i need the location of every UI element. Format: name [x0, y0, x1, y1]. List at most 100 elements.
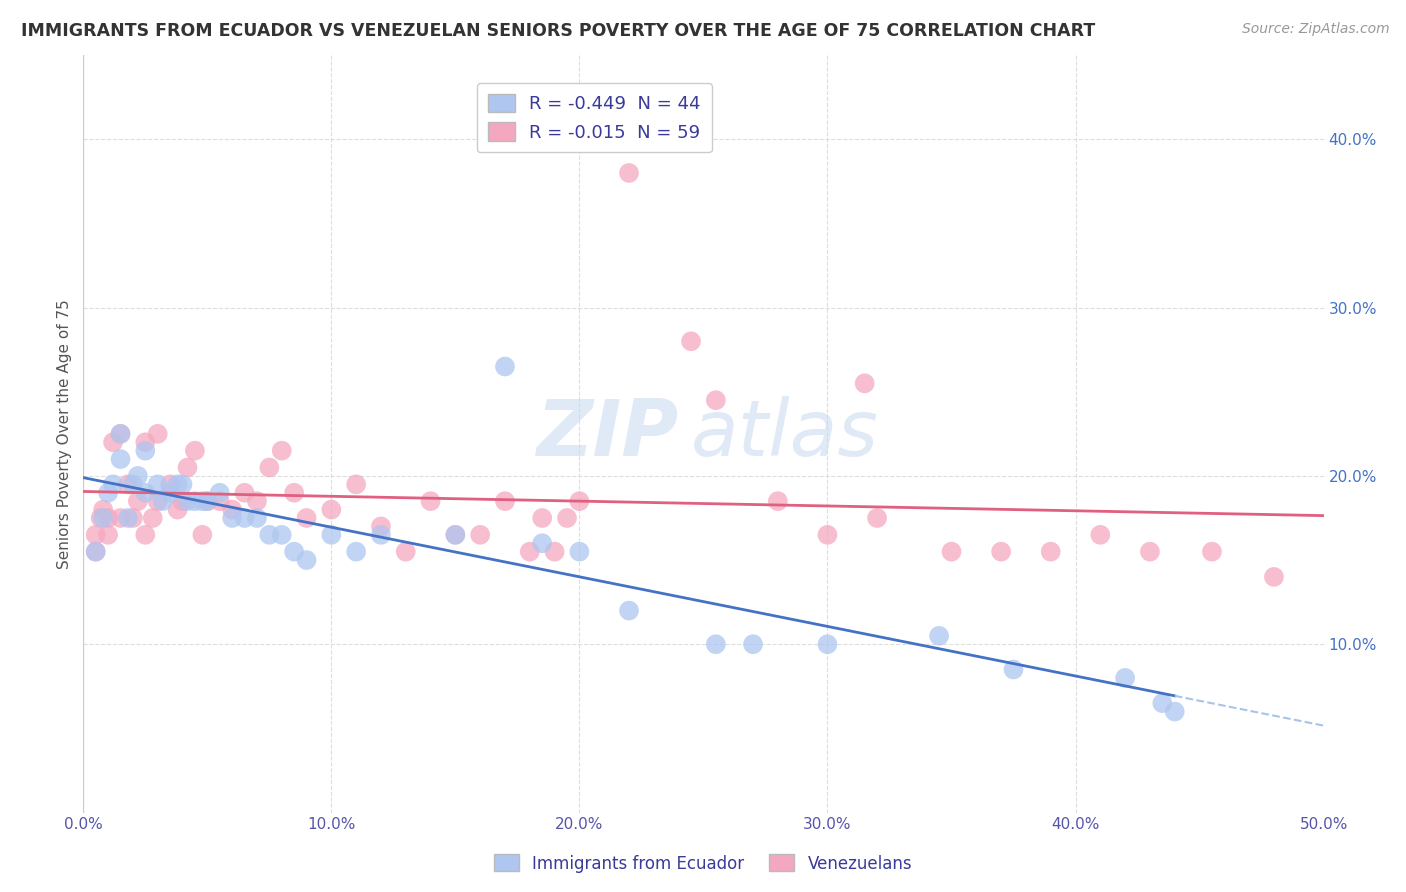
Point	[184, 443, 207, 458]
Point	[617, 603, 640, 617]
Point	[127, 469, 149, 483]
Point	[195, 494, 218, 508]
Point	[1002, 663, 1025, 677]
Point	[519, 544, 541, 558]
Point	[97, 511, 120, 525]
Point	[344, 477, 367, 491]
Point	[866, 511, 889, 525]
Point	[1039, 544, 1062, 558]
Point	[84, 528, 107, 542]
Point	[321, 528, 343, 542]
Point	[444, 528, 467, 542]
Point	[817, 528, 839, 542]
Point	[110, 511, 132, 525]
Point	[283, 544, 305, 558]
Point	[990, 544, 1012, 558]
Point	[191, 494, 214, 508]
Text: IMMIGRANTS FROM ECUADOR VS VENEZUELAN SENIORS POVERTY OVER THE AGE OF 75 CORRELA: IMMIGRANTS FROM ECUADOR VS VENEZUELAN SE…	[21, 22, 1095, 40]
Point	[568, 494, 591, 508]
Text: Source: ZipAtlas.com: Source: ZipAtlas.com	[1241, 22, 1389, 37]
Point	[91, 502, 114, 516]
Point	[246, 494, 269, 508]
Point	[172, 477, 194, 491]
Y-axis label: Seniors Poverty Over the Age of 75: Seniors Poverty Over the Age of 75	[58, 299, 72, 569]
Point	[134, 528, 156, 542]
Point	[134, 443, 156, 458]
Point	[221, 502, 243, 516]
Point	[110, 452, 132, 467]
Point	[127, 494, 149, 508]
Point	[766, 494, 789, 508]
Point	[295, 511, 318, 525]
Point	[531, 511, 554, 525]
Point	[1090, 528, 1112, 542]
Point	[233, 485, 256, 500]
Point	[270, 528, 292, 542]
Point	[494, 359, 516, 374]
Point	[742, 637, 765, 651]
Point	[90, 511, 112, 525]
Point	[166, 477, 188, 491]
Point	[208, 485, 231, 500]
Point	[259, 528, 281, 542]
Point	[184, 494, 207, 508]
Legend: Immigrants from Ecuador, Venezuelans: Immigrants from Ecuador, Venezuelans	[486, 847, 920, 880]
Point	[117, 477, 139, 491]
Point	[142, 511, 165, 525]
Point	[110, 426, 132, 441]
Text: atlas: atlas	[690, 396, 879, 472]
Point	[344, 544, 367, 558]
Point	[97, 528, 120, 542]
Point	[853, 376, 876, 391]
Point	[1201, 544, 1223, 558]
Point	[221, 511, 243, 525]
Point	[146, 426, 169, 441]
Point	[159, 477, 181, 491]
Point	[494, 494, 516, 508]
Point	[101, 477, 124, 491]
Point	[134, 485, 156, 500]
Point	[704, 393, 727, 408]
Point	[283, 485, 305, 500]
Point	[166, 502, 188, 516]
Point	[395, 544, 418, 558]
Point	[259, 460, 281, 475]
Point	[146, 477, 169, 491]
Point	[195, 494, 218, 508]
Point	[101, 435, 124, 450]
Point	[555, 511, 578, 525]
Point	[84, 544, 107, 558]
Point	[122, 477, 145, 491]
Point	[419, 494, 441, 508]
Point	[176, 460, 198, 475]
Point	[704, 637, 727, 651]
Point	[152, 494, 174, 508]
Point	[176, 494, 198, 508]
Point	[246, 511, 269, 525]
Point	[146, 494, 169, 508]
Text: ZIP: ZIP	[536, 396, 679, 472]
Point	[370, 519, 392, 533]
Point	[122, 511, 145, 525]
Point	[679, 334, 702, 349]
Point	[97, 485, 120, 500]
Point	[817, 637, 839, 651]
Point	[1164, 705, 1187, 719]
Point	[1114, 671, 1136, 685]
Point	[134, 435, 156, 450]
Point	[84, 544, 107, 558]
Point	[1139, 544, 1161, 558]
Point	[159, 485, 181, 500]
Point	[172, 494, 194, 508]
Point	[543, 544, 565, 558]
Point	[370, 528, 392, 542]
Point	[91, 511, 114, 525]
Point	[233, 511, 256, 525]
Point	[928, 629, 950, 643]
Legend: R = -0.449  N = 44, R = -0.015  N = 59: R = -0.449 N = 44, R = -0.015 N = 59	[477, 83, 711, 153]
Point	[444, 528, 467, 542]
Point	[568, 544, 591, 558]
Point	[470, 528, 492, 542]
Point	[117, 511, 139, 525]
Point	[321, 502, 343, 516]
